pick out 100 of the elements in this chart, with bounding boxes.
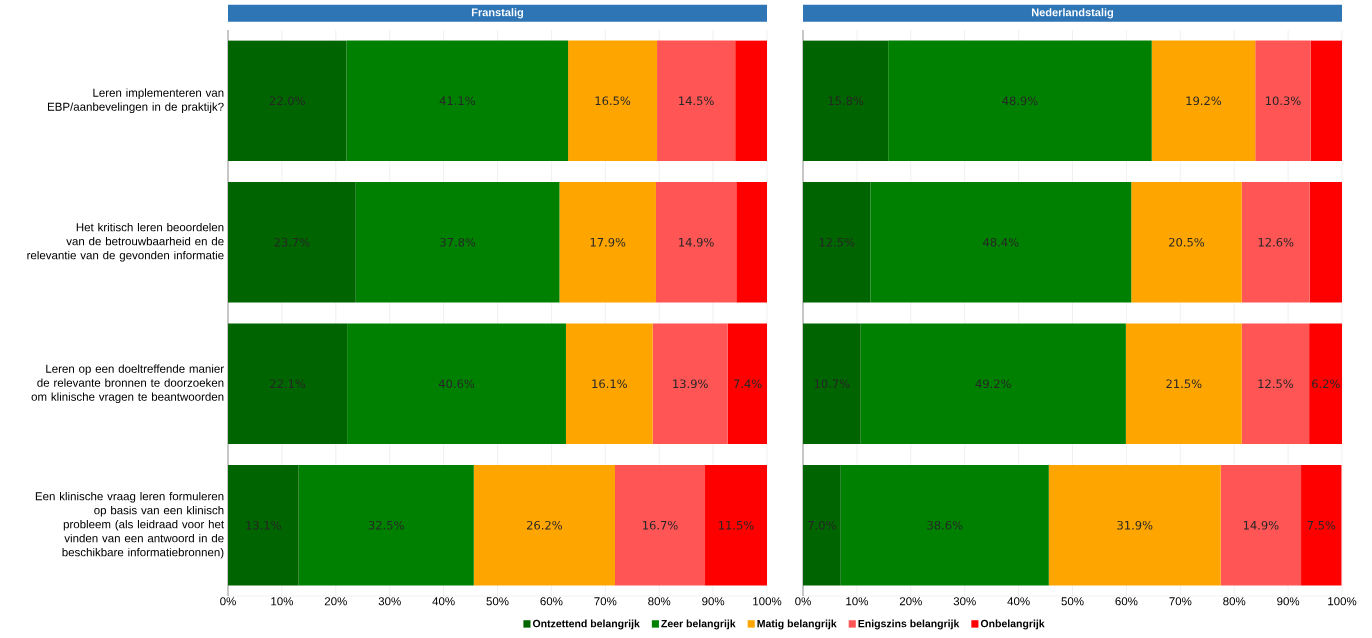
legend-label: Ontzettend belangrijk bbox=[532, 619, 640, 630]
y-tick-label: Een klinische vraag leren formuleren op basis van een klinisch probleem (als leidraad voor het vinden van een antwoord in de beschikbare informatiebronnen) bbox=[35, 491, 225, 559]
bar bbox=[657, 40, 736, 161]
legend-label: Zeer belangrijk bbox=[661, 619, 736, 630]
bar bbox=[655, 182, 737, 303]
legend-label: Matig belangrijk bbox=[757, 619, 837, 630]
bar bbox=[1309, 182, 1343, 303]
data-label: 12.6% bbox=[1258, 237, 1294, 247]
x-tick-label: 30% bbox=[953, 597, 976, 606]
data-label: 13.9% bbox=[673, 379, 708, 389]
bar bbox=[228, 40, 347, 161]
data-label: 14.9% bbox=[679, 237, 714, 247]
bar bbox=[652, 323, 728, 444]
data-label: 12.5% bbox=[819, 237, 855, 247]
data-label: 23.7% bbox=[274, 237, 310, 247]
bar bbox=[1241, 182, 1310, 303]
x-tick-label: 50% bbox=[1061, 597, 1084, 606]
chart-title: Nederlandstalig bbox=[1031, 8, 1114, 19]
x-tick-label: 0% bbox=[220, 597, 236, 606]
data-label: 17.9% bbox=[590, 237, 626, 247]
bar bbox=[228, 465, 299, 586]
data-label: 26.2% bbox=[526, 520, 563, 530]
bar bbox=[803, 40, 889, 161]
data-label: 22.0% bbox=[269, 96, 305, 106]
data-label: 41.1% bbox=[439, 96, 475, 106]
bar bbox=[473, 465, 616, 586]
data-label: 48.4% bbox=[983, 237, 1019, 247]
data-label: 21.5% bbox=[1166, 379, 1202, 389]
x-tick-label: 50% bbox=[486, 597, 509, 606]
x-tick-label: 40% bbox=[432, 597, 455, 606]
bar bbox=[568, 40, 658, 161]
y-tick-label: Leren op een doeltreffende manier de relevante bronnen te doorzoeken om klinische vragen te beantwoorden bbox=[31, 364, 224, 404]
data-label: 13.1% bbox=[246, 520, 281, 530]
x-tick-label: 70% bbox=[1169, 597, 1192, 606]
data-label: 20.5% bbox=[1169, 237, 1205, 247]
data-label: 37.8% bbox=[440, 237, 476, 247]
data-label: 32.5% bbox=[368, 520, 404, 530]
bar bbox=[870, 182, 1132, 303]
x-tick-label: 90% bbox=[1277, 597, 1300, 606]
bar bbox=[803, 323, 861, 444]
bar bbox=[1309, 323, 1343, 444]
data-label: 49.2% bbox=[975, 379, 1011, 389]
data-label: 7.4% bbox=[733, 379, 762, 389]
x-tick-label: 10% bbox=[846, 597, 869, 606]
data-label: 19.2% bbox=[1186, 96, 1222, 106]
data-label: 12.5% bbox=[1258, 379, 1294, 389]
x-tick-label: 70% bbox=[594, 597, 617, 606]
bar bbox=[1131, 182, 1242, 303]
bar bbox=[736, 182, 768, 303]
bar bbox=[840, 465, 1049, 586]
data-label: 40.6% bbox=[438, 379, 475, 389]
data-label: 11.5% bbox=[719, 520, 754, 530]
bar bbox=[615, 465, 706, 586]
bar bbox=[1125, 323, 1242, 444]
bar bbox=[355, 182, 560, 303]
data-label: 48.9% bbox=[1002, 96, 1038, 106]
bar bbox=[1255, 40, 1311, 161]
bar bbox=[888, 40, 1152, 161]
x-tick-label: 20% bbox=[324, 597, 347, 606]
x-tick-label: 60% bbox=[1115, 597, 1138, 606]
data-label: 14.9% bbox=[1243, 520, 1279, 530]
x-tick-label: 40% bbox=[1007, 597, 1030, 606]
bar bbox=[1241, 323, 1310, 444]
x-tick-label: 80% bbox=[648, 597, 671, 606]
x-tick-label: 90% bbox=[702, 597, 725, 606]
data-label: 16.1% bbox=[592, 379, 627, 389]
x-tick-label: 100% bbox=[753, 597, 782, 606]
x-tick-label: 60% bbox=[540, 597, 563, 606]
x-tick-label: 10% bbox=[271, 597, 293, 606]
bar bbox=[1301, 465, 1342, 586]
bar bbox=[803, 182, 871, 303]
bar bbox=[228, 323, 348, 444]
bar bbox=[228, 182, 356, 303]
legend-label: Onbelangrijk bbox=[980, 619, 1045, 630]
x-tick-label: 100% bbox=[1328, 597, 1357, 606]
data-label: 14.5% bbox=[679, 96, 714, 106]
legend-label: Enigszins belangrijk bbox=[858, 619, 960, 630]
x-tick-label: 80% bbox=[1223, 597, 1246, 606]
data-label: 22.1% bbox=[270, 379, 306, 389]
data-label: 15.8% bbox=[828, 96, 864, 106]
bar bbox=[298, 465, 474, 586]
x-tick-label: 0% bbox=[795, 597, 811, 606]
data-label: 6.2% bbox=[1312, 379, 1340, 389]
data-label: 10.7% bbox=[814, 379, 850, 389]
bar bbox=[559, 182, 656, 303]
y-tick-label: Het kritisch leren beoordelen van de betrouwbaarheid en de relevantie van de gevonden informatie bbox=[27, 222, 224, 262]
bar bbox=[727, 323, 768, 444]
data-label: 38.6% bbox=[927, 520, 963, 530]
bar bbox=[565, 323, 653, 444]
data-label: 10.3% bbox=[1266, 96, 1301, 106]
bar bbox=[1220, 465, 1302, 586]
data-label: 16.7% bbox=[643, 520, 678, 530]
bar bbox=[860, 323, 1126, 444]
bar bbox=[1310, 40, 1343, 161]
bar bbox=[1048, 465, 1221, 586]
data-label: 31.9% bbox=[1117, 520, 1153, 530]
bar bbox=[803, 465, 841, 586]
x-tick-label: 30% bbox=[378, 597, 401, 606]
y-tick-label: Leren implementeren van EBP/aanbevelingen in de praktijk? bbox=[47, 88, 224, 114]
data-label: 7.5% bbox=[1307, 520, 1336, 530]
